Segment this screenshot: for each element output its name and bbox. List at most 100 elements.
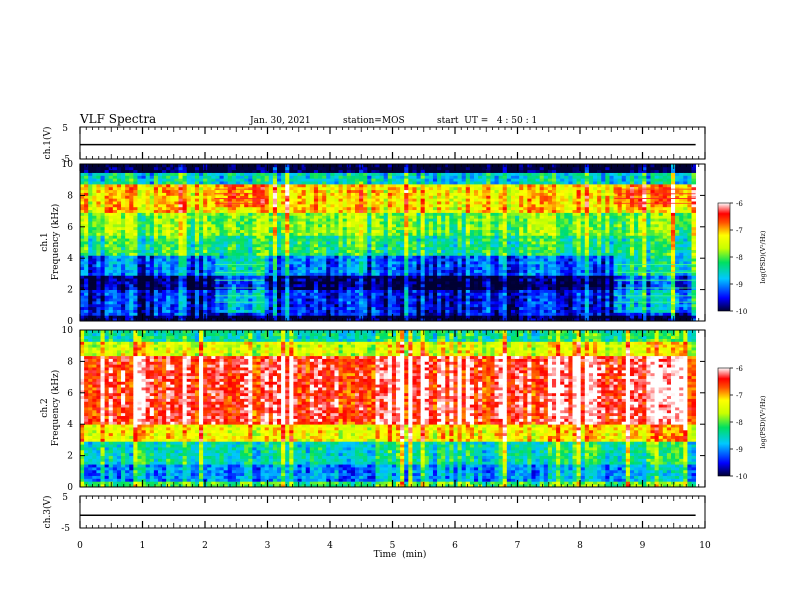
spectrogram-cell — [256, 223, 261, 228]
spectrogram-cell — [104, 301, 110, 305]
spectrogram-cell — [157, 186, 163, 191]
spectrogram-cell — [432, 241, 438, 245]
spectrogram-cell — [441, 189, 446, 193]
spectrogram-cell — [313, 298, 319, 302]
spectrogram-cell — [178, 175, 183, 179]
spectrogram-cell — [88, 289, 93, 293]
spectrogram-cell — [219, 292, 225, 296]
spectrogram-cell — [313, 215, 319, 219]
spectrogram-cell — [256, 263, 261, 268]
spectrogram-cell — [420, 263, 426, 268]
spectrogram-cell — [334, 301, 339, 305]
spectrogram-cell — [432, 169, 438, 173]
spectrogram-cell — [203, 229, 208, 233]
spectrogram-cell — [424, 186, 430, 191]
spectrogram-cell — [326, 283, 331, 288]
spectrogram-cell — [112, 255, 118, 259]
spectrogram-cell — [96, 249, 101, 253]
spectrogram-cell — [346, 226, 352, 231]
spectrogram-cell — [182, 303, 188, 308]
spectrogram-cell — [108, 272, 114, 276]
spectrogram-cell — [293, 318, 298, 322]
spectrogram-cell — [428, 178, 434, 182]
spectrogram-cell — [268, 241, 274, 245]
spectrogram-cell — [153, 209, 159, 213]
spectrogram-cell — [182, 229, 188, 233]
spectrogram-cell — [350, 255, 356, 259]
spectrogram-cell — [293, 252, 298, 256]
spectrogram-cell — [297, 252, 303, 256]
spectrogram-cell — [313, 312, 319, 316]
spectrogram-cell — [309, 303, 315, 308]
spectrogram-cell — [203, 189, 208, 193]
spectrogram-cell — [215, 269, 220, 273]
spectrogram-cell — [309, 241, 315, 245]
spectrogram-cell — [88, 263, 93, 268]
spectrogram-cell — [334, 263, 339, 268]
spectrogram-cell — [408, 169, 413, 173]
spectrogram-cell — [260, 172, 266, 176]
spectrogram-cell — [244, 281, 249, 285]
spectrogram-cell — [256, 292, 261, 296]
spectrogram-cell — [227, 218, 233, 222]
spectrogram-cell — [84, 169, 89, 173]
spectrogram-cell — [437, 298, 442, 302]
spectrogram-cell — [277, 243, 282, 248]
spectrogram-cell — [203, 269, 208, 273]
spectrogram-cell — [371, 221, 376, 225]
spectrogram-cell — [379, 223, 385, 228]
spectrogram-cell — [215, 212, 220, 216]
spectrogram-cell — [449, 318, 454, 322]
spectrogram-cell — [112, 312, 118, 316]
spectrogram-cell — [178, 189, 183, 193]
spectrogram-cell — [215, 249, 220, 253]
spectrogram-cell — [400, 269, 405, 273]
spectrogram-cell — [133, 195, 138, 199]
spectrogram-cell — [363, 306, 368, 310]
spectrogram-cell — [207, 218, 212, 222]
spectrogram-cell — [186, 255, 192, 259]
spectrogram-cell — [88, 178, 93, 182]
spectrogram-cell — [322, 198, 327, 202]
spectrogram-cell — [346, 283, 352, 288]
spectrogram-cell — [268, 238, 274, 242]
spectrogram-cell — [297, 255, 303, 259]
spectrogram-cell — [92, 266, 97, 271]
spectrogram-cell — [235, 226, 241, 231]
spectrogram-cell — [342, 178, 348, 182]
spectrogram-cell — [424, 252, 430, 256]
spectrogram-cell — [235, 315, 241, 319]
spectrogram-cell — [199, 283, 204, 288]
spectrogram-cell — [404, 223, 409, 228]
spectrogram-cell — [330, 286, 335, 290]
spectrogram-cell — [416, 238, 422, 242]
spectrogram-cell — [367, 198, 372, 202]
spectrogram-cell — [371, 195, 376, 199]
spectrogram-cell — [342, 312, 348, 316]
spectrogram-cell — [424, 195, 430, 199]
spectrogram-cell — [153, 301, 159, 305]
spectrogram-cell — [129, 186, 134, 191]
spectrogram-cell — [391, 263, 397, 268]
spectrogram-cell — [428, 218, 434, 222]
spectrogram-cell — [92, 258, 97, 262]
spectrogram-cell — [375, 226, 380, 231]
spectrogram-cell — [162, 238, 167, 242]
spectrogram-cell — [88, 266, 93, 271]
spectrogram-cell — [227, 221, 233, 225]
spectrogram-cell — [203, 241, 208, 245]
spectrogram-cell — [137, 192, 142, 196]
spectrogram-cell — [219, 309, 225, 313]
spectrogram-cell — [416, 189, 422, 193]
spectrogram-cell — [194, 298, 200, 302]
spectrogram-cell — [432, 195, 438, 199]
spectrogram-cell — [170, 164, 175, 168]
spectrogram-cell — [104, 252, 110, 256]
spectrogram-cell — [231, 232, 237, 236]
spectrogram-cell — [190, 318, 196, 322]
spectrogram-cell — [383, 212, 389, 216]
spectrogram-cell — [231, 203, 237, 208]
spectrogram-cell — [412, 238, 417, 242]
spectrogram-cell — [416, 212, 422, 216]
spectrogram-cell — [244, 212, 249, 216]
